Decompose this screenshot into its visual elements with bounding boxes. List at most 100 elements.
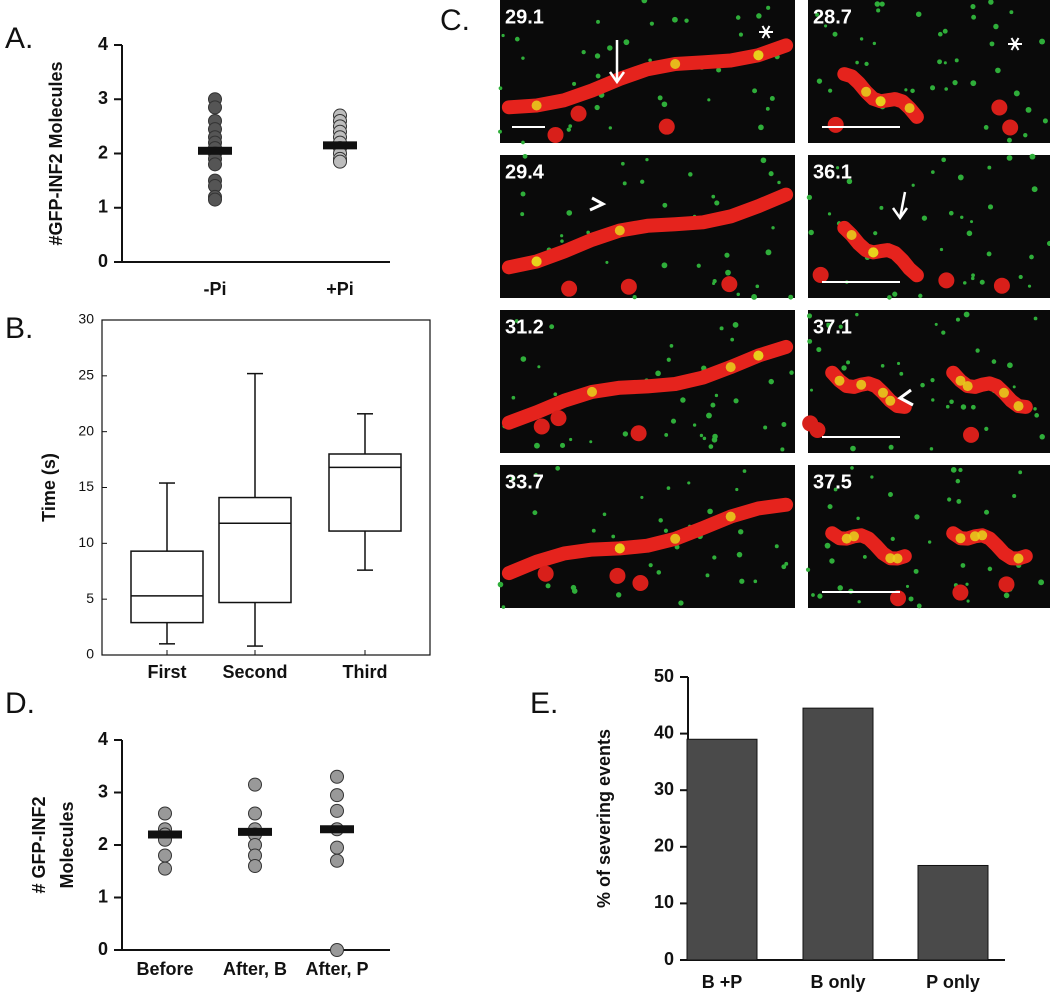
point: [158, 861, 172, 876]
red-blob: [963, 426, 980, 443]
box: [218, 496, 292, 604]
green-speck: [908, 596, 914, 602]
green-speck: [1006, 155, 1013, 161]
yellow-spot: [878, 387, 888, 398]
yellow-spot: [834, 375, 845, 386]
green-speck: [594, 53, 601, 59]
green-speck: [657, 95, 663, 101]
green-speck: [711, 194, 716, 199]
green-speck: [768, 171, 774, 177]
green-speck: [520, 212, 525, 217]
green-speck: [1007, 362, 1013, 369]
green-speck: [937, 59, 942, 65]
green-speck: [735, 487, 739, 492]
green-speck: [806, 194, 813, 201]
green-speck: [971, 273, 975, 278]
red-blob: [533, 418, 550, 435]
green-speck: [879, 1, 885, 7]
green-speck: [859, 37, 864, 41]
green-speck: [678, 600, 684, 606]
yellow-spot: [885, 395, 896, 406]
green-speck: [915, 11, 922, 17]
green-speck: [1012, 385, 1016, 389]
green-speck: [774, 544, 779, 549]
green-speck: [663, 528, 669, 533]
green-speck: [911, 183, 915, 187]
point: [330, 853, 344, 868]
red-blob: [620, 278, 637, 295]
bar: [917, 864, 989, 961]
yellow-spot: [892, 553, 903, 564]
green-speck: [781, 422, 787, 428]
green-speck: [987, 566, 993, 572]
green-speck: [589, 440, 593, 444]
green-speck: [939, 247, 944, 252]
green-speck: [942, 28, 948, 34]
yellow-spot: [753, 50, 764, 61]
green-speck: [807, 339, 813, 344]
red-blob: [938, 272, 955, 289]
y-axis-label: # GFP-INF2: [29, 796, 49, 893]
red-blob: [998, 576, 1015, 593]
green-speck: [966, 599, 970, 603]
green-speck: [989, 41, 995, 47]
green-speck: [826, 322, 830, 326]
green-speck: [810, 388, 814, 392]
timestamp: 28.7: [813, 6, 852, 28]
green-speck: [699, 433, 704, 438]
mean-bar: [198, 146, 232, 155]
x-tick-label: -Pi: [203, 279, 226, 299]
green-speck: [538, 164, 542, 169]
yellow-spot: [970, 531, 980, 542]
green-speck: [560, 442, 566, 449]
green-speck: [965, 582, 969, 586]
green-speck: [692, 423, 697, 427]
green-speck: [534, 472, 538, 477]
green-speck: [817, 593, 823, 599]
green-speck: [769, 95, 775, 101]
point: [330, 769, 344, 784]
yellow-spot: [587, 386, 597, 397]
green-speck: [988, 0, 994, 5]
green-speck: [714, 200, 720, 206]
green-speck: [615, 592, 622, 598]
x-tick-label: B +P: [702, 972, 743, 992]
green-speck: [532, 510, 538, 516]
green-speck: [602, 512, 607, 517]
green-speck: [827, 504, 833, 510]
green-speck: [656, 570, 662, 575]
green-speck: [1039, 434, 1045, 440]
green-speck: [816, 78, 823, 84]
yellow-spot: [531, 100, 542, 111]
y-tick-label: 20: [78, 422, 94, 438]
green-speck: [958, 467, 963, 473]
panel-label: D.: [5, 687, 35, 720]
green-speck: [888, 444, 894, 450]
yellow-spot: [861, 86, 872, 97]
green-speck: [966, 230, 973, 237]
green-speck: [753, 579, 758, 584]
green-speck: [553, 392, 558, 397]
panel-label: B.: [5, 312, 33, 345]
green-speck: [913, 568, 919, 574]
x-tick-label: B only: [810, 972, 865, 992]
green-speck: [984, 509, 990, 515]
green-speck: [719, 326, 724, 331]
green-speck: [948, 210, 954, 216]
green-speck: [888, 492, 893, 497]
green-speck: [941, 330, 946, 335]
bar: [802, 707, 874, 961]
green-speck: [850, 445, 856, 452]
green-speck: [669, 344, 674, 348]
red-blob: [658, 118, 675, 135]
red-blob: [609, 567, 626, 584]
green-speck: [752, 88, 758, 94]
x-tick-label: After, B: [223, 959, 287, 979]
green-speck: [832, 31, 838, 37]
green-speck: [498, 86, 503, 91]
green-speck: [1009, 10, 1014, 15]
y-axis-label: Time (s): [39, 453, 59, 522]
filament: [501, 497, 794, 581]
green-speck: [622, 181, 627, 186]
green-speck: [751, 294, 758, 300]
